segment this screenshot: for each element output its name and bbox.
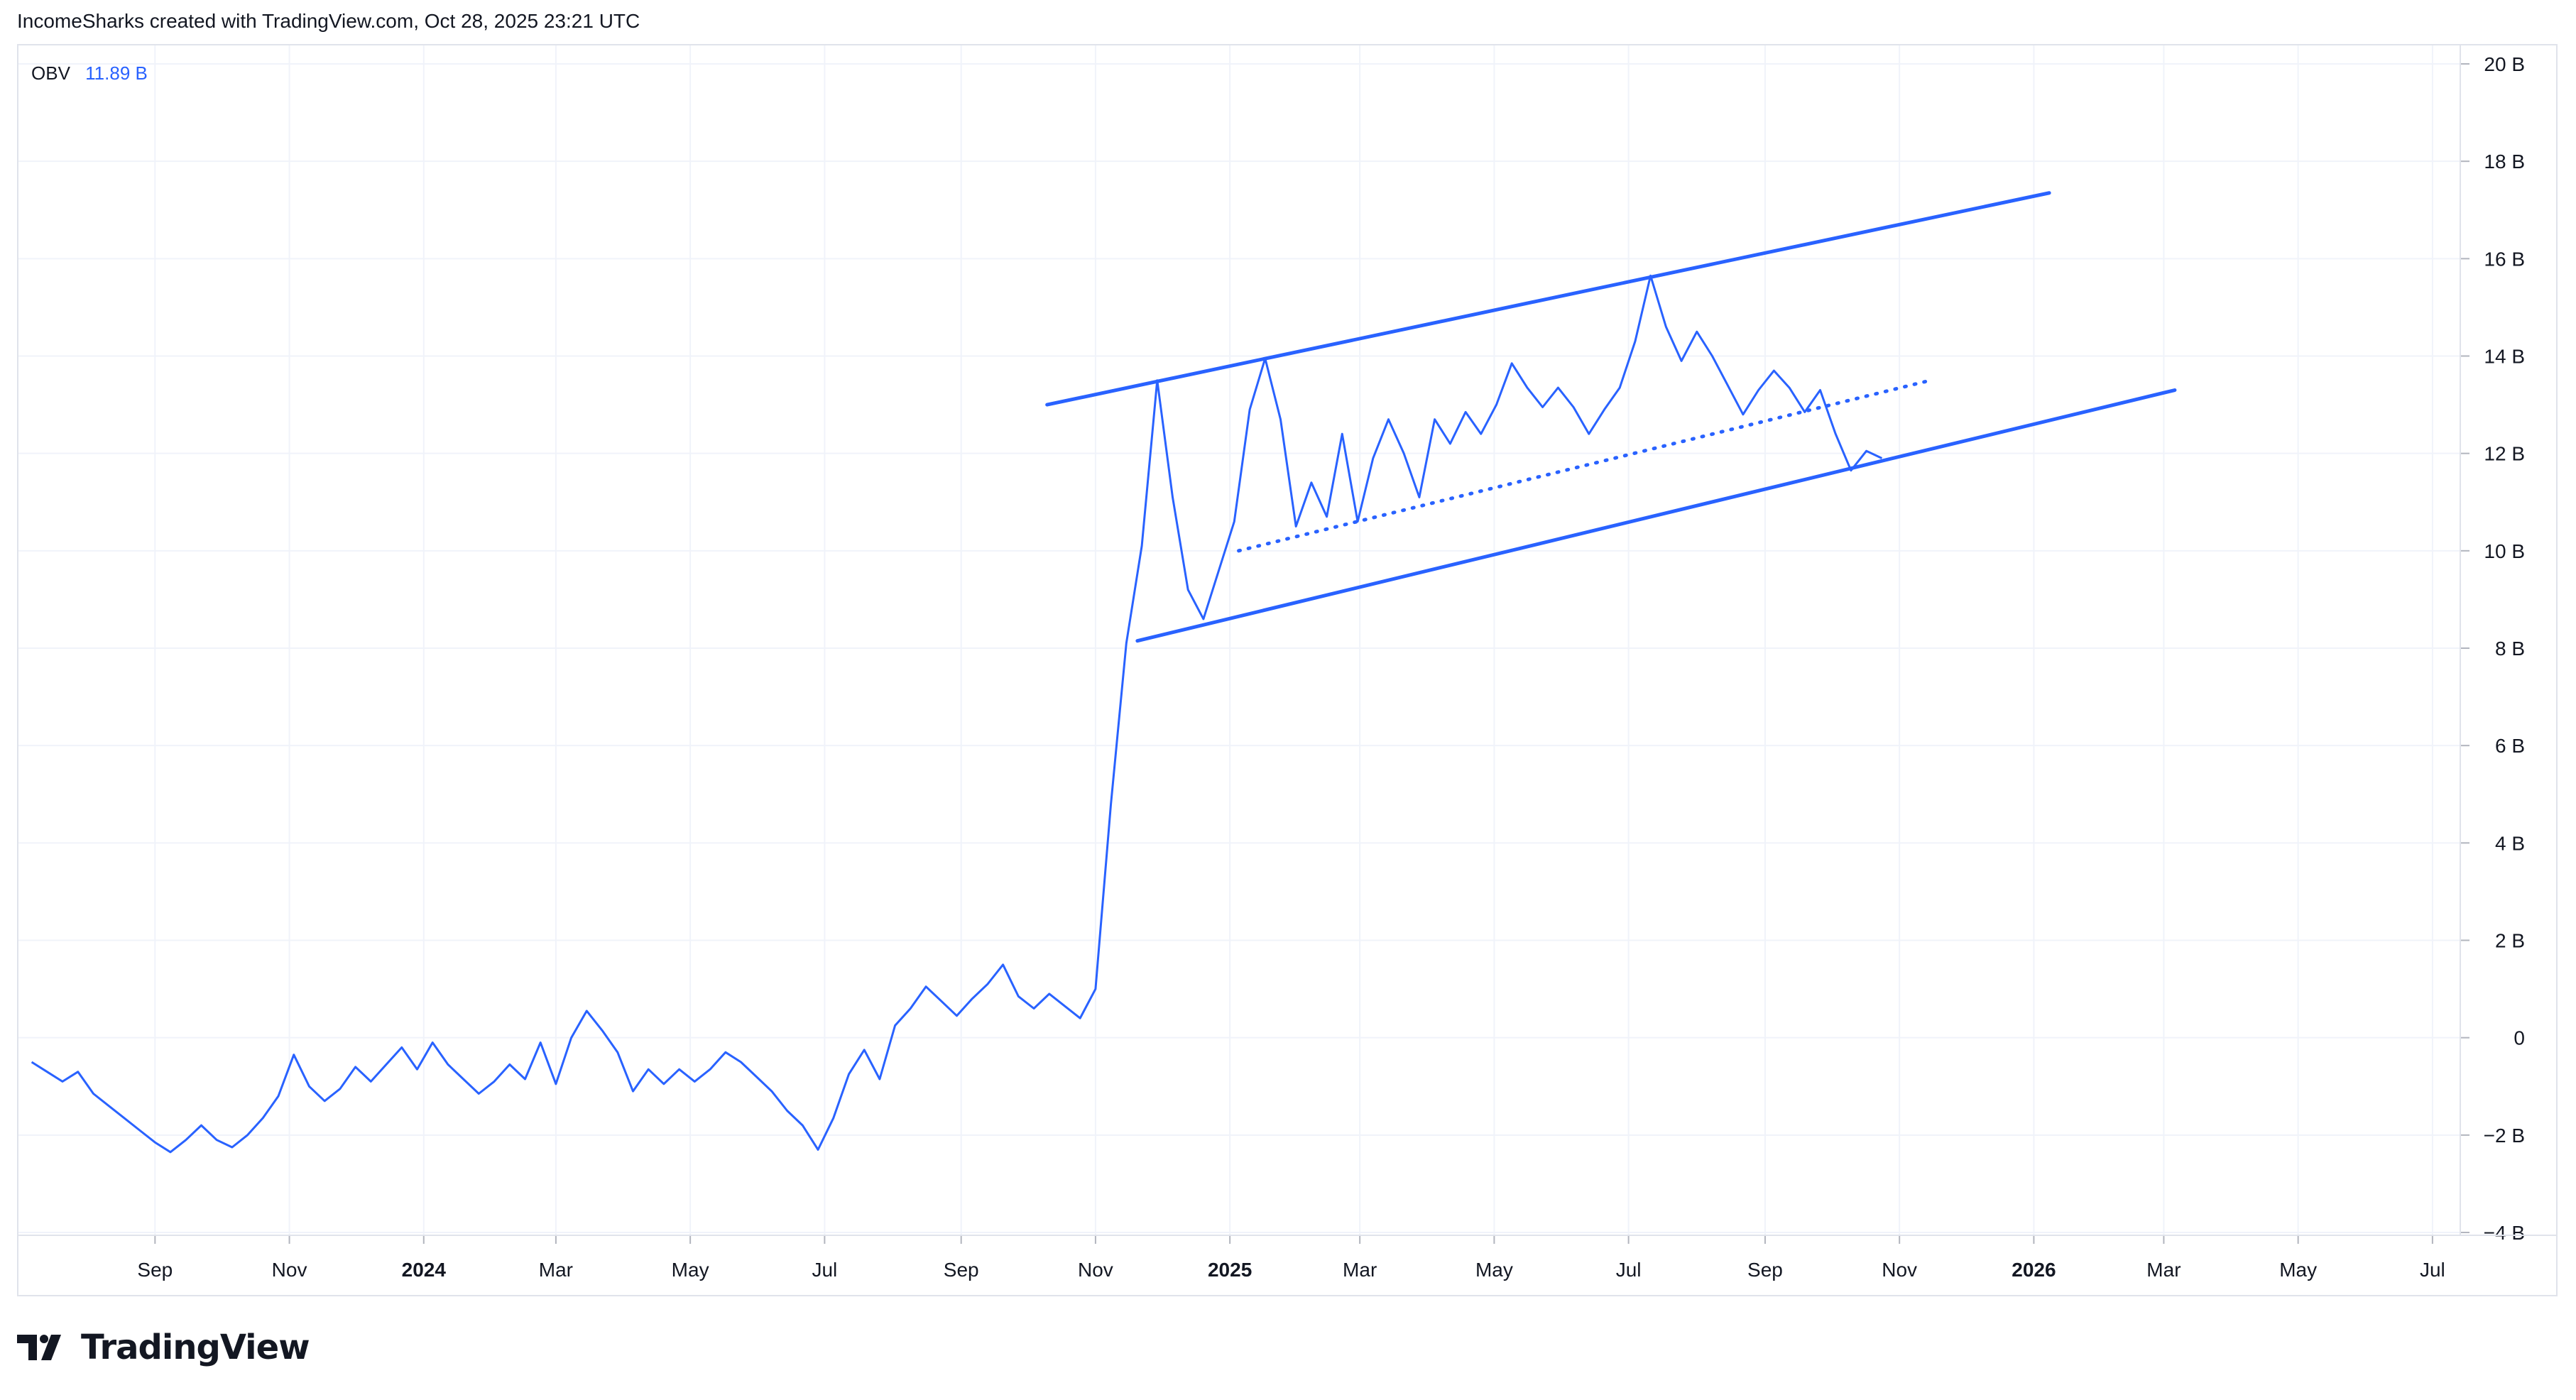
x-tick-label: 2024 [402, 1259, 447, 1281]
x-tick-label: Mar [2146, 1259, 2181, 1281]
x-tick-label: Mar [1343, 1259, 1377, 1281]
x-tick-label: May [2279, 1259, 2317, 1281]
x-tick-label: Sep [137, 1259, 173, 1281]
y-tick-label: 14 B [2484, 346, 2525, 368]
x-tick-label: Nov [1078, 1259, 1113, 1281]
tradingview-logo[interactable]: TradingView [17, 1326, 310, 1369]
x-tick-label: Jul [2420, 1259, 2445, 1281]
y-tick-label: 12 B [2484, 443, 2525, 465]
y-tick-label: 0 [2514, 1027, 2525, 1049]
x-tick-label: Mar [539, 1259, 573, 1281]
x-tick-label: Jul [1616, 1259, 1642, 1281]
legend-indicator-name: OBV [31, 62, 70, 84]
x-axis: Sep Nov 2024 Mar May Jul Sep Nov 2025 Mar May Jul Se… [18, 1235, 2556, 1281]
y-tick-label: 4 B [2495, 832, 2525, 854]
dotted-trend-line[interactable] [1237, 378, 1933, 553]
y-axis: 20 B 18 B 16 B 14 B 12 B 10 B 8 B 6 B 4 B 2 B 0 −2 … [2460, 45, 2525, 1244]
y-tick-label: 16 B [2484, 248, 2525, 270]
x-tick-label: Nov [272, 1259, 307, 1281]
indicator-legend[interactable]: OBV 11.89 B [31, 62, 148, 84]
tradingview-logo-icon [17, 1335, 61, 1360]
x-tick-label: Nov [1882, 1259, 1917, 1281]
channel-lower-line[interactable] [1135, 388, 2177, 643]
x-tick-label: 2025 [1208, 1259, 1252, 1281]
y-tick-label: 2 B [2495, 930, 2525, 952]
y-tick-label: 20 B [2484, 53, 2525, 75]
obv-series-line[interactable] [31, 274, 1883, 1154]
x-tick-label: Jul [812, 1259, 837, 1281]
y-tick-label: 6 B [2495, 735, 2525, 757]
series-lines [31, 274, 1883, 1154]
x-tick-label: May [672, 1259, 709, 1281]
x-tick-label: Sep [1747, 1259, 1783, 1281]
tradingview-brand-text: TradingView [81, 1328, 310, 1367]
x-tick-label: May [1475, 1259, 1513, 1281]
grid-lines [18, 45, 2460, 1235]
chart-attribution: IncomeSharks created with TradingView.co… [17, 10, 640, 32]
legend-indicator-value: 11.89 B [85, 62, 148, 84]
channel-upper-line[interactable] [1045, 191, 2051, 407]
y-tick-label: 8 B [2495, 638, 2525, 660]
drawing-lines [1045, 191, 2177, 643]
x-tick-label: Sep [944, 1259, 979, 1281]
y-tick-label: 10 B [2484, 540, 2525, 562]
x-tick-label: 2026 [2012, 1259, 2056, 1281]
chart-frame [17, 44, 2558, 1296]
y-tick-label: −2 B [2484, 1125, 2525, 1147]
y-tick-label: 18 B [2484, 151, 2525, 173]
y-tick-label: −4 B [2484, 1222, 2525, 1244]
